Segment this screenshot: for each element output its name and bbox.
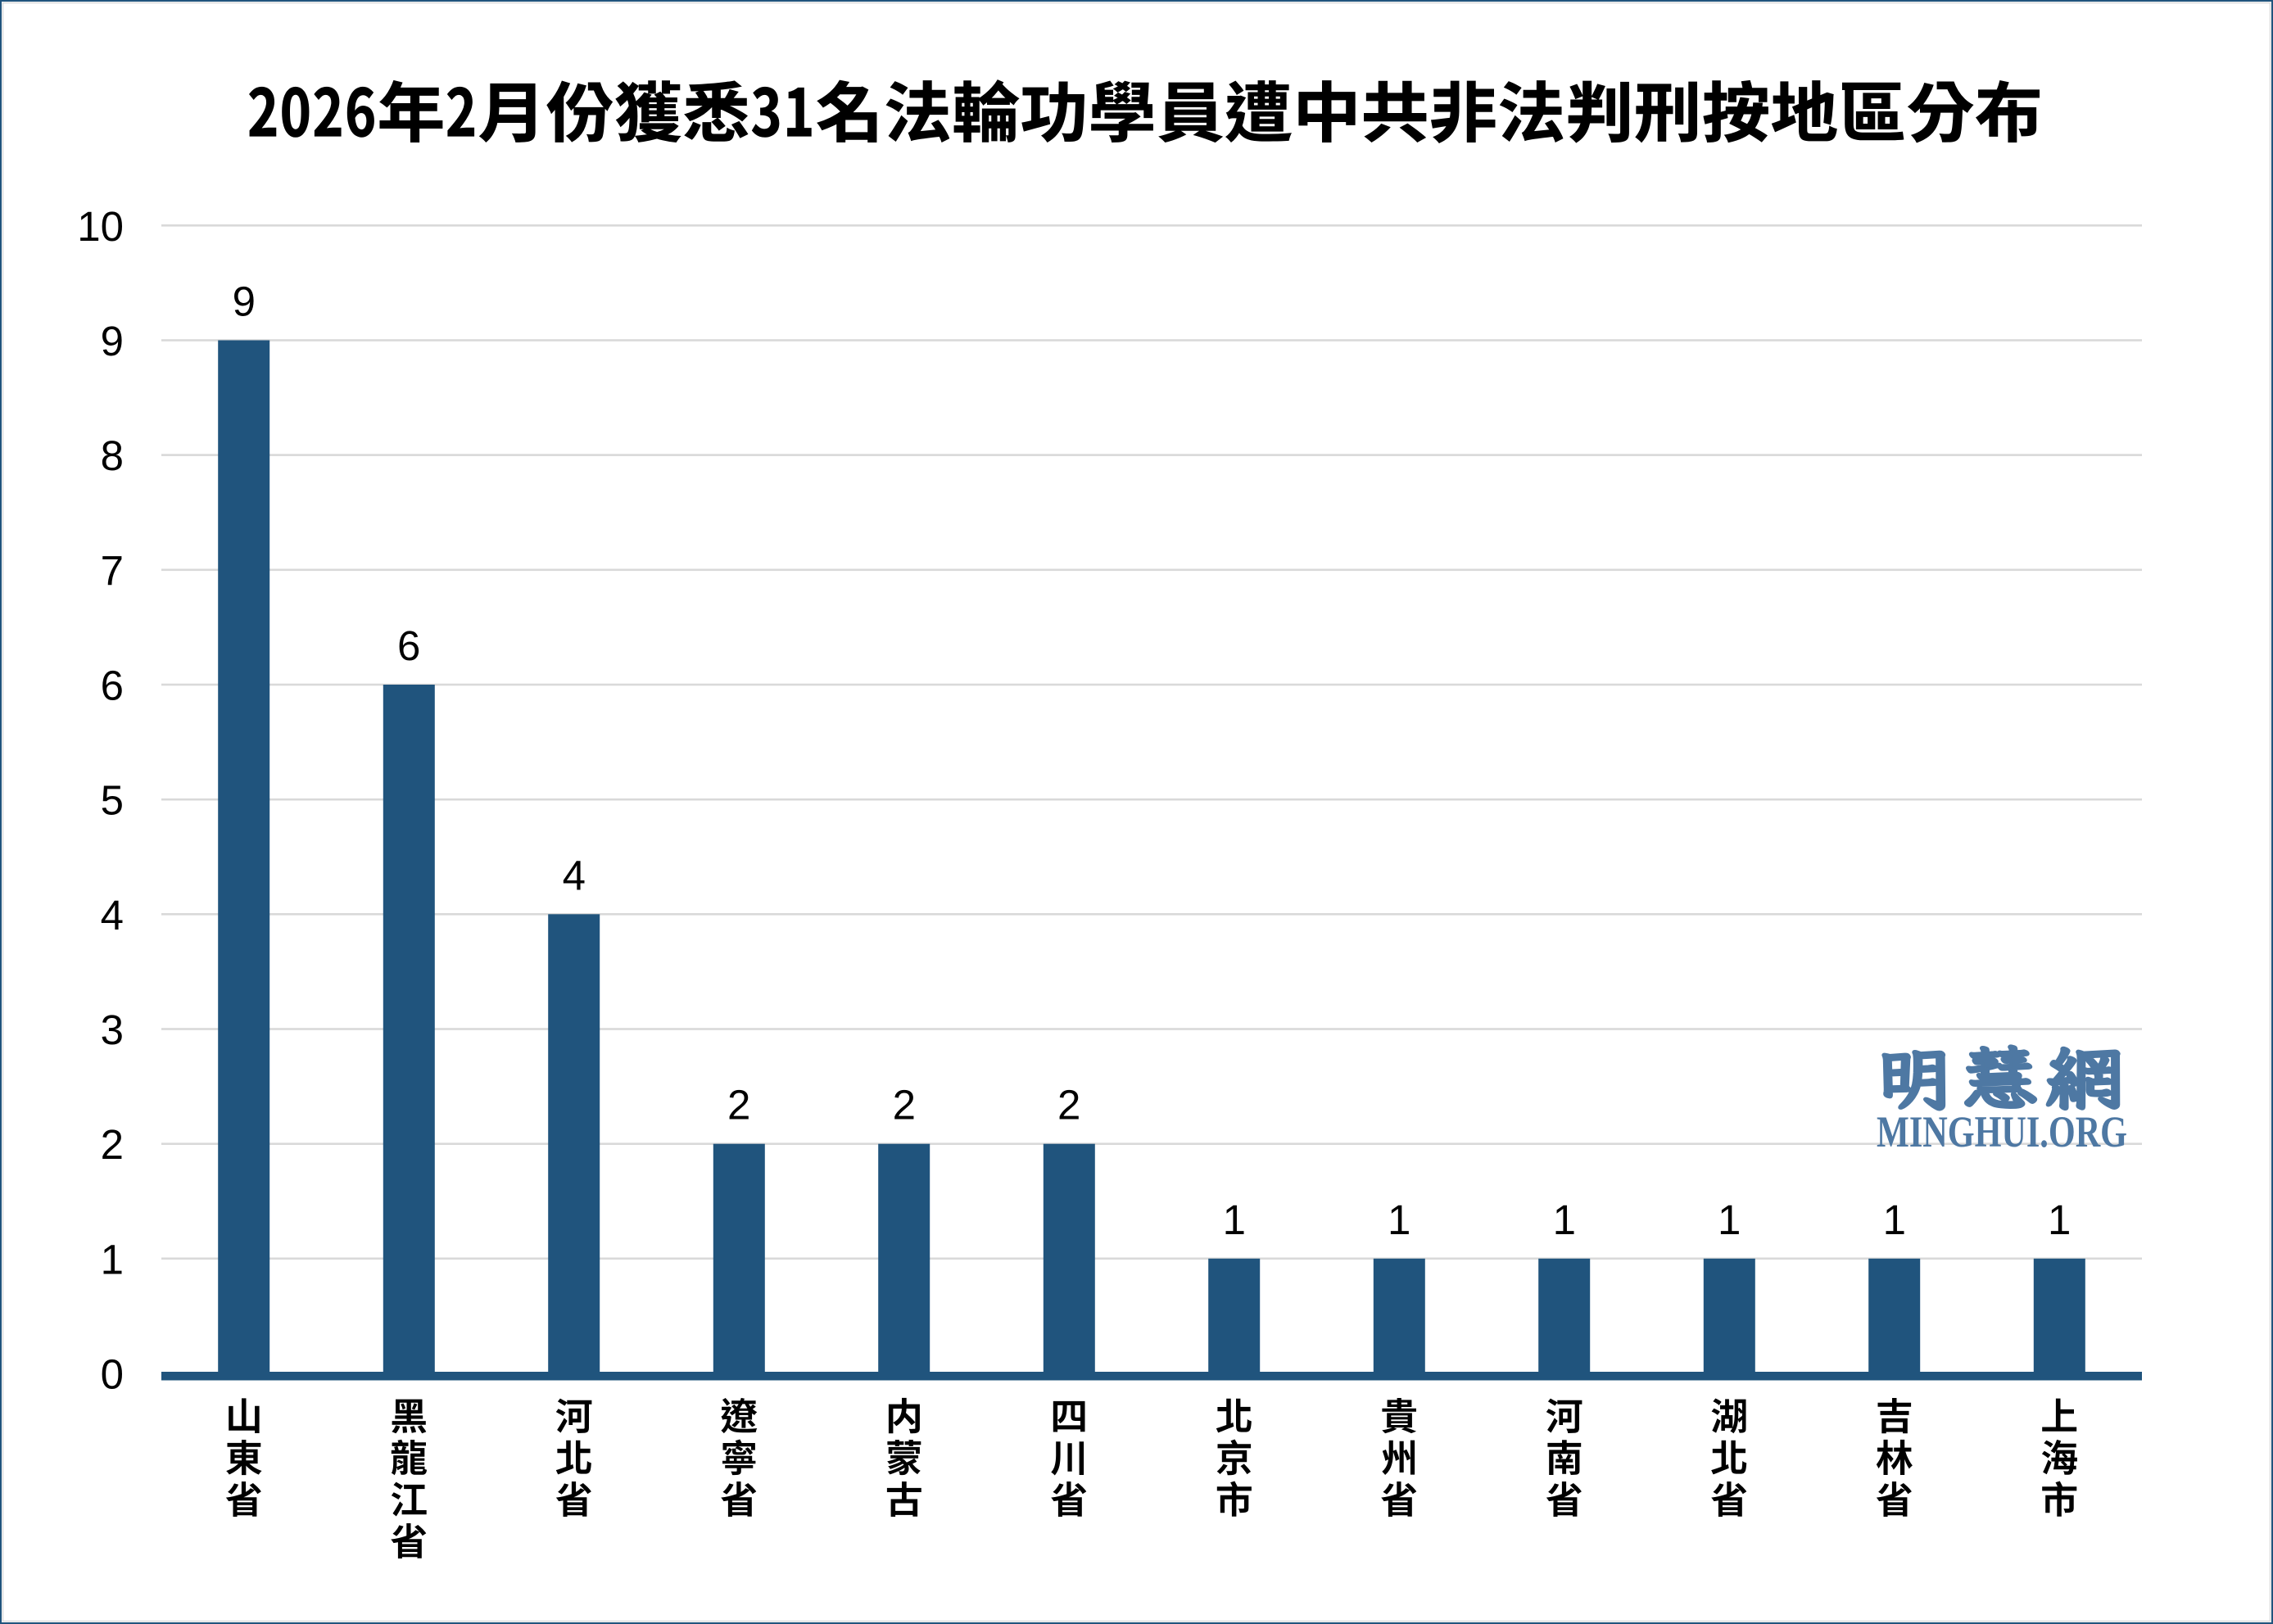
svg-text:6: 6 — [101, 663, 124, 709]
svg-text:9: 9 — [101, 318, 124, 364]
svg-text:2: 2 — [101, 1121, 124, 1168]
svg-text:6: 6 — [397, 622, 420, 669]
svg-text:2: 2 — [727, 1082, 750, 1129]
svg-text:4: 4 — [563, 852, 586, 898]
svg-text:1: 1 — [1718, 1197, 1741, 1243]
svg-text:7: 7 — [101, 547, 124, 594]
svg-text:1: 1 — [2048, 1197, 2071, 1243]
svg-text:9: 9 — [233, 278, 256, 325]
svg-text:2: 2 — [1057, 1082, 1080, 1129]
svg-text:1: 1 — [1388, 1197, 1410, 1243]
svg-text:8: 8 — [101, 432, 124, 479]
svg-text:3: 3 — [101, 1007, 124, 1053]
svg-text:2: 2 — [893, 1082, 916, 1129]
svg-text:1: 1 — [1883, 1197, 1906, 1243]
svg-text:0: 0 — [101, 1351, 124, 1398]
svg-text:10: 10 — [77, 203, 124, 250]
svg-text:MINGHUI.ORG: MINGHUI.ORG — [1877, 1107, 2127, 1156]
svg-text:1: 1 — [1553, 1197, 1576, 1243]
svg-text:4: 4 — [101, 892, 124, 939]
svg-text:5: 5 — [101, 777, 124, 824]
svg-text:1: 1 — [1223, 1197, 1246, 1243]
svg-text:1: 1 — [101, 1236, 124, 1282]
